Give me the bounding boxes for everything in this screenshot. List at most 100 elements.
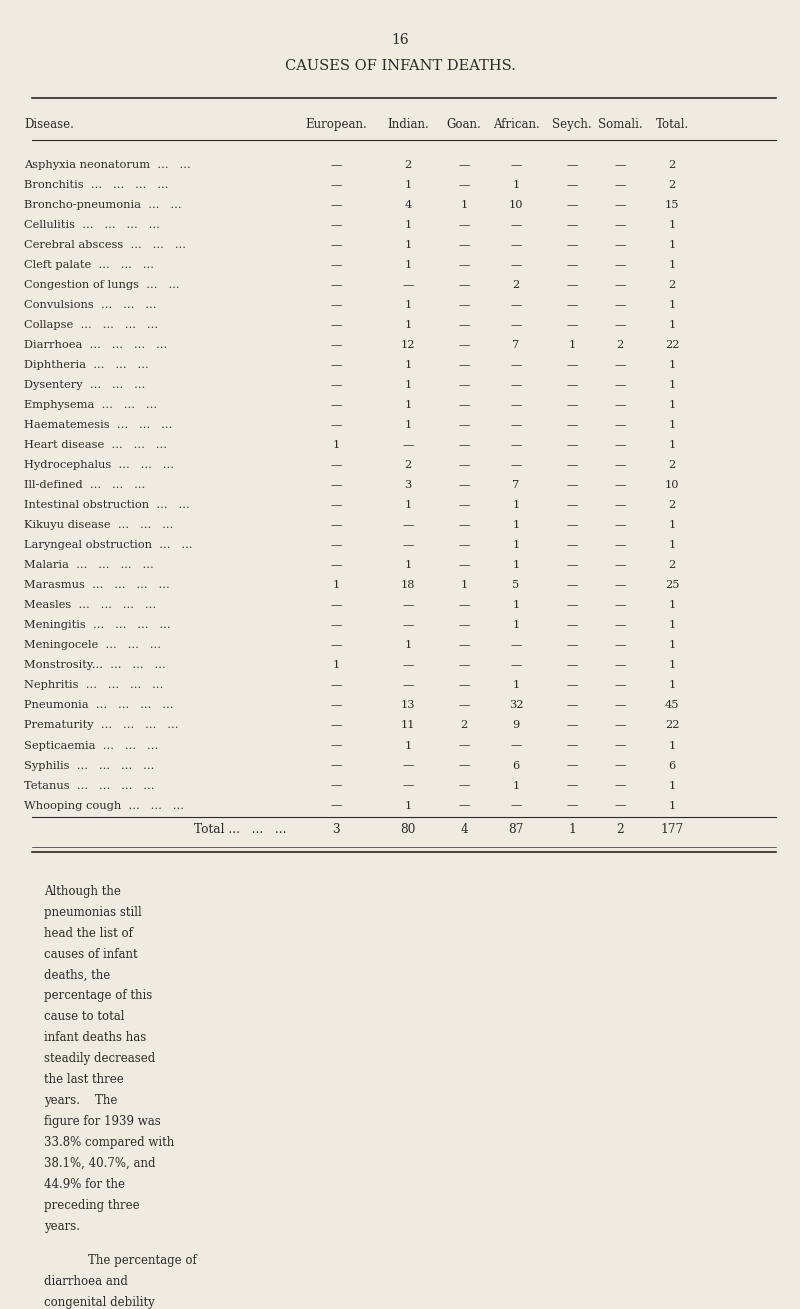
Text: 2: 2 <box>668 560 676 571</box>
Text: Malaria  ...   ...   ...   ...: Malaria ... ... ... ... <box>24 560 154 571</box>
Text: —: — <box>566 220 578 230</box>
Text: —: — <box>566 160 578 170</box>
Text: 87: 87 <box>508 823 524 836</box>
Text: —: — <box>614 440 626 450</box>
Text: —: — <box>614 700 626 711</box>
Text: Ill-defined  ...   ...   ...: Ill-defined ... ... ... <box>24 480 146 490</box>
Text: Kikuyu disease  ...   ...   ...: Kikuyu disease ... ... ... <box>24 520 174 530</box>
Text: African.: African. <box>493 118 539 131</box>
Text: 9: 9 <box>512 720 520 730</box>
Text: —: — <box>458 520 470 530</box>
Text: 7: 7 <box>512 480 520 490</box>
Text: 3: 3 <box>404 480 412 490</box>
Text: —: — <box>458 780 470 791</box>
Text: —: — <box>614 420 626 431</box>
Text: Meningitis  ...   ...   ...   ...: Meningitis ... ... ... ... <box>24 620 170 631</box>
Text: —: — <box>614 541 626 550</box>
Text: —: — <box>330 700 342 711</box>
Text: —: — <box>566 500 578 511</box>
Text: 1: 1 <box>668 640 676 651</box>
Text: 1: 1 <box>668 660 676 670</box>
Text: Cellulitis  ...   ...   ...   ...: Cellulitis ... ... ... ... <box>24 220 160 230</box>
Text: 1: 1 <box>512 541 520 550</box>
Text: —: — <box>614 260 626 270</box>
Text: The percentage of: The percentage of <box>88 1254 197 1267</box>
Text: 1: 1 <box>668 401 676 410</box>
Text: —: — <box>458 681 470 690</box>
Text: —: — <box>566 520 578 530</box>
Text: —: — <box>330 780 342 791</box>
Text: 38.1%, 40.7%, and: 38.1%, 40.7%, and <box>44 1157 155 1170</box>
Text: Emphysema  ...   ...   ...: Emphysema ... ... ... <box>24 401 157 410</box>
Text: 1: 1 <box>668 380 676 390</box>
Text: —: — <box>458 741 470 750</box>
Text: —: — <box>402 780 414 791</box>
Text: —: — <box>330 240 342 250</box>
Text: 1: 1 <box>668 319 676 330</box>
Text: 1: 1 <box>404 380 412 390</box>
Text: —: — <box>510 160 522 170</box>
Text: 2: 2 <box>668 179 676 190</box>
Text: 1: 1 <box>404 741 412 750</box>
Text: Measles  ...   ...   ...   ...: Measles ... ... ... ... <box>24 601 156 610</box>
Text: Dysentery  ...   ...   ...: Dysentery ... ... ... <box>24 380 146 390</box>
Text: —: — <box>458 541 470 550</box>
Text: —: — <box>510 801 522 810</box>
Text: 4: 4 <box>404 200 412 209</box>
Text: —: — <box>510 660 522 670</box>
Text: —: — <box>458 500 470 511</box>
Text: 1: 1 <box>668 780 676 791</box>
Text: Heart disease  ...   ...   ...: Heart disease ... ... ... <box>24 440 167 450</box>
Text: 6: 6 <box>668 761 676 771</box>
Text: Asphyxia neonatorum  ...   ...: Asphyxia neonatorum ... ... <box>24 160 190 170</box>
Text: —: — <box>402 541 414 550</box>
Text: CAUSES OF INFANT DEATHS.: CAUSES OF INFANT DEATHS. <box>285 59 515 73</box>
Text: —: — <box>402 280 414 289</box>
Text: Convulsions  ...   ...   ...: Convulsions ... ... ... <box>24 300 157 310</box>
Text: —: — <box>458 459 470 470</box>
Text: —: — <box>614 380 626 390</box>
Text: 1: 1 <box>668 520 676 530</box>
Text: 10: 10 <box>509 200 523 209</box>
Text: —: — <box>458 220 470 230</box>
Text: —: — <box>566 801 578 810</box>
Text: 1: 1 <box>668 420 676 431</box>
Text: Goan.: Goan. <box>446 118 482 131</box>
Text: 1: 1 <box>404 240 412 250</box>
Text: Pneumonia  ...   ...   ...   ...: Pneumonia ... ... ... ... <box>24 700 174 711</box>
Text: —: — <box>402 440 414 450</box>
Text: —: — <box>566 319 578 330</box>
Text: 1: 1 <box>404 560 412 571</box>
Text: —: — <box>566 560 578 571</box>
Text: —: — <box>510 319 522 330</box>
Text: 177: 177 <box>660 823 684 836</box>
Text: —: — <box>566 620 578 631</box>
Text: 25: 25 <box>665 580 679 590</box>
Text: Prematurity  ...   ...   ...   ...: Prematurity ... ... ... ... <box>24 720 178 730</box>
Text: steadily decreased: steadily decreased <box>44 1052 155 1066</box>
Text: 1: 1 <box>668 300 676 310</box>
Text: preceding three: preceding three <box>44 1199 140 1212</box>
Text: —: — <box>566 300 578 310</box>
Text: —: — <box>402 681 414 690</box>
Text: —: — <box>510 741 522 750</box>
Text: Cleft palate  ...   ...   ...: Cleft palate ... ... ... <box>24 260 154 270</box>
Text: —: — <box>614 580 626 590</box>
Text: —: — <box>330 280 342 289</box>
Text: 16: 16 <box>391 33 409 47</box>
Text: Indian.: Indian. <box>387 118 429 131</box>
Text: 13: 13 <box>401 700 415 711</box>
Text: —: — <box>330 401 342 410</box>
Text: years.: years. <box>44 1220 80 1233</box>
Text: 45: 45 <box>665 700 679 711</box>
Text: 7: 7 <box>512 340 520 350</box>
Text: —: — <box>566 200 578 209</box>
Text: 2: 2 <box>668 160 676 170</box>
Text: years.    The: years. The <box>44 1094 118 1107</box>
Text: 1: 1 <box>668 440 676 450</box>
Text: —: — <box>614 220 626 230</box>
Text: —: — <box>566 780 578 791</box>
Text: —: — <box>330 420 342 431</box>
Text: —: — <box>614 681 626 690</box>
Text: —: — <box>510 260 522 270</box>
